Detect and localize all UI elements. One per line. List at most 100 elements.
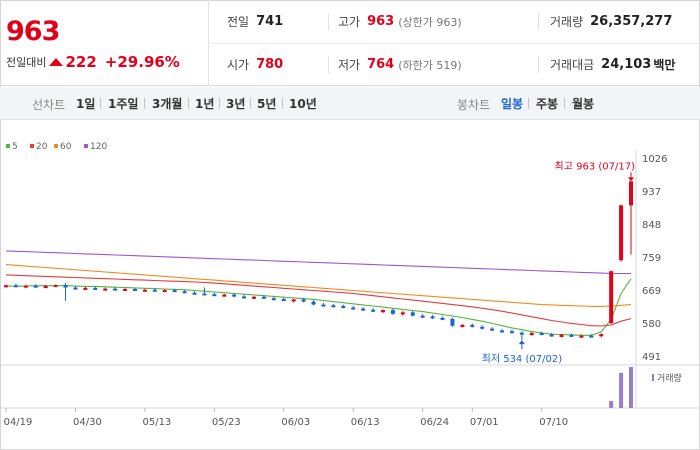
candle xyxy=(589,334,594,338)
candle xyxy=(351,306,356,310)
chart-grid xyxy=(0,150,700,409)
candle-body xyxy=(460,324,465,327)
column-divider xyxy=(538,13,539,30)
toolbar-separator xyxy=(528,98,529,109)
weekly-candle-tab[interactable]: 주봉 xyxy=(536,97,559,111)
candle xyxy=(212,292,217,297)
candle-body xyxy=(202,293,207,296)
candlestick-chart: 5 20 60 120 1026 937 848 759 669 580 491 최고 963 (… xyxy=(0,142,700,428)
candle xyxy=(361,307,366,311)
low-label: 저가 xyxy=(338,58,361,72)
range-1d-tab[interactable]: 1일 xyxy=(76,97,96,111)
x-tick-label: 06/24 xyxy=(420,417,449,428)
open-cell: 시가 780 xyxy=(227,43,283,86)
volume-label: 거래량 xyxy=(550,15,584,29)
low-cell: 저가 764 (하한가 519) xyxy=(338,43,462,86)
open-value: 780 xyxy=(256,57,284,72)
candle-body xyxy=(509,331,514,334)
daily-candle-tab[interactable]: 일봉 xyxy=(501,97,524,111)
candle xyxy=(152,288,157,292)
candle xyxy=(321,303,326,307)
legend-label-5: 5 xyxy=(12,142,18,152)
range-5y-tab[interactable]: 5년 xyxy=(257,97,277,111)
candle-body xyxy=(380,310,385,313)
candle xyxy=(509,329,514,334)
lower-limit-text: (하한가 519) xyxy=(398,58,462,72)
candle-body xyxy=(301,299,306,302)
candle-body xyxy=(331,305,336,308)
low-arrowhead xyxy=(518,340,525,345)
change-label: 전일대비 xyxy=(6,56,47,69)
candle-body xyxy=(291,299,296,302)
candle-body xyxy=(470,324,475,327)
candle xyxy=(420,314,425,318)
candle-body xyxy=(123,289,128,292)
candle xyxy=(53,284,58,288)
legend-swatch-20 xyxy=(30,144,34,148)
candle-body xyxy=(162,290,167,293)
y-tick-label: 848 xyxy=(642,220,661,231)
legend-swatch-5 xyxy=(6,144,10,148)
candle-body xyxy=(629,181,633,206)
x-tick-label: 06/03 xyxy=(281,417,310,428)
candle xyxy=(13,283,18,288)
candle-body xyxy=(420,315,425,318)
volume-bar xyxy=(629,367,633,408)
upper-limit-text: (상한가 963) xyxy=(398,15,462,29)
x-tick-label: 07/01 xyxy=(470,417,499,428)
candle xyxy=(63,283,68,301)
candle xyxy=(291,299,296,303)
candle xyxy=(93,286,98,290)
candle xyxy=(311,300,316,306)
change-row: 전일대비 222 +29.96% xyxy=(6,53,180,71)
high-value: 963 xyxy=(367,14,395,29)
x-tick-label: 05/13 xyxy=(142,417,171,428)
ma-line-120 xyxy=(5,250,631,275)
candle xyxy=(559,333,564,338)
candle xyxy=(619,204,624,262)
moving-average-lines xyxy=(5,250,632,336)
range-1y-tab[interactable]: 1년 xyxy=(195,97,215,111)
candle-body xyxy=(361,308,366,311)
candle xyxy=(271,296,276,301)
price-box: 963 전일대비 222 +29.96% xyxy=(0,0,209,86)
ma-line-60 xyxy=(5,264,632,307)
candle-body xyxy=(599,334,604,337)
range-10y-tab[interactable]: 10년 xyxy=(289,97,317,111)
candle xyxy=(242,294,247,299)
candle xyxy=(202,287,207,296)
candle-body xyxy=(400,312,405,315)
candle xyxy=(261,295,266,299)
high-arrowhead xyxy=(628,177,634,182)
toolbar-separator xyxy=(250,98,251,109)
legend-label-120: 120 xyxy=(90,142,107,152)
range-1w-tab[interactable]: 1주일 xyxy=(108,97,139,111)
y-tick-label: 669 xyxy=(642,286,661,297)
candle xyxy=(281,297,286,302)
candle xyxy=(331,303,336,308)
amount-label: 거래대금 xyxy=(550,58,595,72)
candle-body xyxy=(569,334,574,337)
amount-value: 24,103 xyxy=(601,57,652,72)
candle xyxy=(172,288,177,293)
candle-body xyxy=(579,335,584,338)
candle-body xyxy=(549,334,554,337)
volume-value: 26,357,277 xyxy=(590,14,673,29)
candle-body xyxy=(242,296,247,299)
x-axis: 04/19 04/30 05/13 05/23 06/03 06/13 06/24 07/01… xyxy=(4,408,568,428)
candle-chart-label: 봉차트 xyxy=(457,98,491,112)
range-3y-tab[interactable]: 3년 xyxy=(226,97,246,111)
line-chart-label: 선차트 xyxy=(32,98,66,112)
up-arrow-icon xyxy=(49,58,64,66)
candle-body xyxy=(281,299,286,302)
legend-label-20: 20 xyxy=(36,142,48,152)
monthly-candle-tab[interactable]: 월봉 xyxy=(572,97,595,111)
candle-body xyxy=(539,333,544,336)
range-3m-tab[interactable]: 3개월 xyxy=(152,97,183,111)
candle-body xyxy=(430,316,435,319)
low-value: 764 xyxy=(367,57,395,72)
toolbar-separator xyxy=(188,98,189,109)
ma-legend: 5 20 60 120 xyxy=(6,142,107,152)
volume-label: 거래량 xyxy=(657,372,682,384)
candle xyxy=(609,270,614,324)
